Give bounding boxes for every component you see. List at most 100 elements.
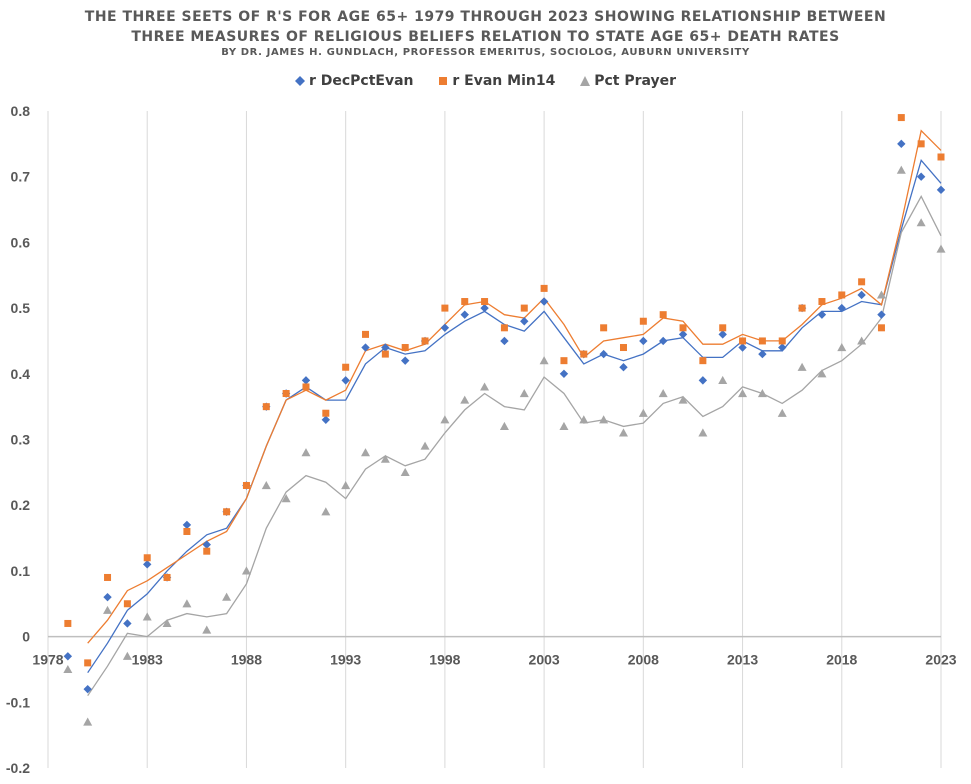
- point-r-evan-min14: [183, 527, 191, 535]
- point-r-evan-min14: [719, 324, 727, 332]
- point-pct-prayer: [817, 369, 827, 378]
- x-tick-label: 1988: [231, 652, 262, 668]
- trendline-pct-prayer: [87, 195, 942, 697]
- point-r-evan-min14: [401, 344, 409, 352]
- point-pct-prayer: [579, 415, 589, 424]
- square-marker-icon: [439, 77, 448, 85]
- point-r-evan-min14: [659, 311, 667, 319]
- point-r-evan-min14: [262, 403, 270, 411]
- y-tick-label: 0.6: [11, 234, 31, 250]
- point-r-decpctevan: [817, 310, 827, 319]
- point-r-evan-min14: [143, 554, 151, 562]
- point-r-evan-min14: [242, 481, 250, 489]
- legend-label-evan-min14: r Evan Min14: [452, 73, 556, 89]
- point-pct-prayer: [83, 717, 93, 726]
- point-r-evan-min14: [858, 278, 866, 286]
- point-r-evan-min14: [540, 284, 548, 292]
- point-r-decpctevan: [658, 336, 668, 346]
- y-tick-label: 0.4: [11, 366, 31, 382]
- point-r-decpctevan: [202, 540, 211, 549]
- x-tick-label: 2008: [628, 652, 659, 668]
- point-r-evan-min14: [461, 298, 469, 306]
- point-pct-prayer: [241, 566, 251, 575]
- point-r-evan-min14: [798, 304, 806, 312]
- point-r-decpctevan: [460, 310, 469, 319]
- point-pct-prayer: [876, 290, 886, 299]
- point-r-decpctevan: [639, 336, 648, 346]
- point-pct-prayer: [281, 494, 291, 503]
- point-pct-prayer: [341, 480, 351, 490]
- x-tick-label: 2018: [826, 652, 857, 668]
- point-r-evan-min14: [223, 508, 231, 516]
- point-r-decpctevan: [182, 520, 192, 530]
- point-pct-prayer: [559, 421, 569, 430]
- point-r-decpctevan: [361, 343, 370, 352]
- point-r-decpctevan: [381, 343, 390, 352]
- legend: r DecPctEvan r Evan Min14 Pct Prayer: [0, 73, 971, 89]
- point-r-decpctevan: [857, 290, 866, 300]
- point-r-decpctevan: [341, 376, 350, 385]
- point-r-evan-min14: [163, 573, 171, 581]
- point-r-decpctevan: [123, 619, 132, 628]
- point-pct-prayer: [103, 605, 113, 614]
- point-pct-prayer: [162, 618, 172, 628]
- point-r-evan-min14: [679, 324, 687, 332]
- legend-item-evan-min14: r Evan Min14: [438, 73, 555, 89]
- point-r-decpctevan: [520, 317, 529, 326]
- x-tick-label: 2003: [529, 652, 560, 668]
- point-pct-prayer: [638, 408, 648, 417]
- point-pct-prayer: [440, 415, 450, 424]
- point-pct-prayer: [857, 336, 867, 345]
- point-r-evan-min14: [520, 304, 528, 312]
- point-pct-prayer: [222, 592, 232, 601]
- point-r-decpctevan: [936, 185, 946, 195]
- point-pct-prayer: [380, 454, 390, 463]
- point-pct-prayer: [896, 165, 906, 174]
- point-pct-prayer: [777, 408, 787, 417]
- point-pct-prayer: [599, 415, 609, 424]
- point-pct-prayer: [718, 375, 728, 384]
- point-r-evan-min14: [580, 350, 588, 358]
- legend-item-pct-prayer: Pct Prayer: [580, 73, 676, 89]
- legend-label-pct-prayer: Pct Prayer: [594, 73, 677, 89]
- point-r-decpctevan: [539, 297, 549, 306]
- triangle-marker-icon: [580, 76, 591, 86]
- legend-label-dec-pct-evan: r DecPctEvan: [308, 73, 414, 89]
- chart-title-line2: THREE MEASURES OF RELIGIOUS BELIEFS RELA…: [131, 29, 840, 45]
- point-r-decpctevan: [718, 330, 727, 339]
- point-r-decpctevan: [63, 652, 73, 661]
- diamond-marker-icon: [294, 76, 305, 86]
- point-r-decpctevan: [301, 376, 311, 385]
- point-r-evan-min14: [639, 317, 647, 325]
- point-r-decpctevan: [778, 343, 787, 352]
- point-pct-prayer: [658, 389, 668, 398]
- y-tick-label: 0.7: [11, 169, 31, 185]
- point-pct-prayer: [837, 343, 847, 352]
- x-tick-label: 2013: [727, 652, 758, 668]
- y-tick-label: -0.1: [6, 694, 30, 710]
- point-r-decpctevan: [143, 560, 152, 569]
- point-r-evan-min14: [203, 547, 211, 555]
- point-pct-prayer: [361, 448, 371, 457]
- point-r-evan-min14: [699, 357, 707, 365]
- point-r-evan-min14: [302, 383, 310, 391]
- point-pct-prayer: [321, 507, 331, 516]
- point-r-decpctevan: [678, 330, 688, 339]
- y-tick-label: -0.2: [6, 760, 30, 776]
- x-tick-label: 1983: [132, 652, 163, 668]
- point-r-decpctevan: [837, 303, 846, 313]
- x-tick-label: 2023: [925, 652, 956, 668]
- y-tick-label: 0.2: [11, 497, 31, 513]
- trendline-r-decpctevan: [87, 158, 942, 674]
- point-r-decpctevan: [758, 349, 767, 359]
- point-r-evan-min14: [897, 114, 905, 122]
- y-tick-label: 0.1: [11, 563, 31, 579]
- point-r-evan-min14: [917, 140, 925, 148]
- point-pct-prayer: [420, 441, 430, 450]
- point-pct-prayer: [916, 218, 926, 227]
- point-r-evan-min14: [778, 337, 786, 345]
- y-tick-label: 0.5: [11, 300, 31, 316]
- point-r-evan-min14: [560, 357, 568, 365]
- point-pct-prayer: [63, 664, 73, 674]
- legend-item-dec-pct-evan: r DecPctEvan: [294, 73, 414, 89]
